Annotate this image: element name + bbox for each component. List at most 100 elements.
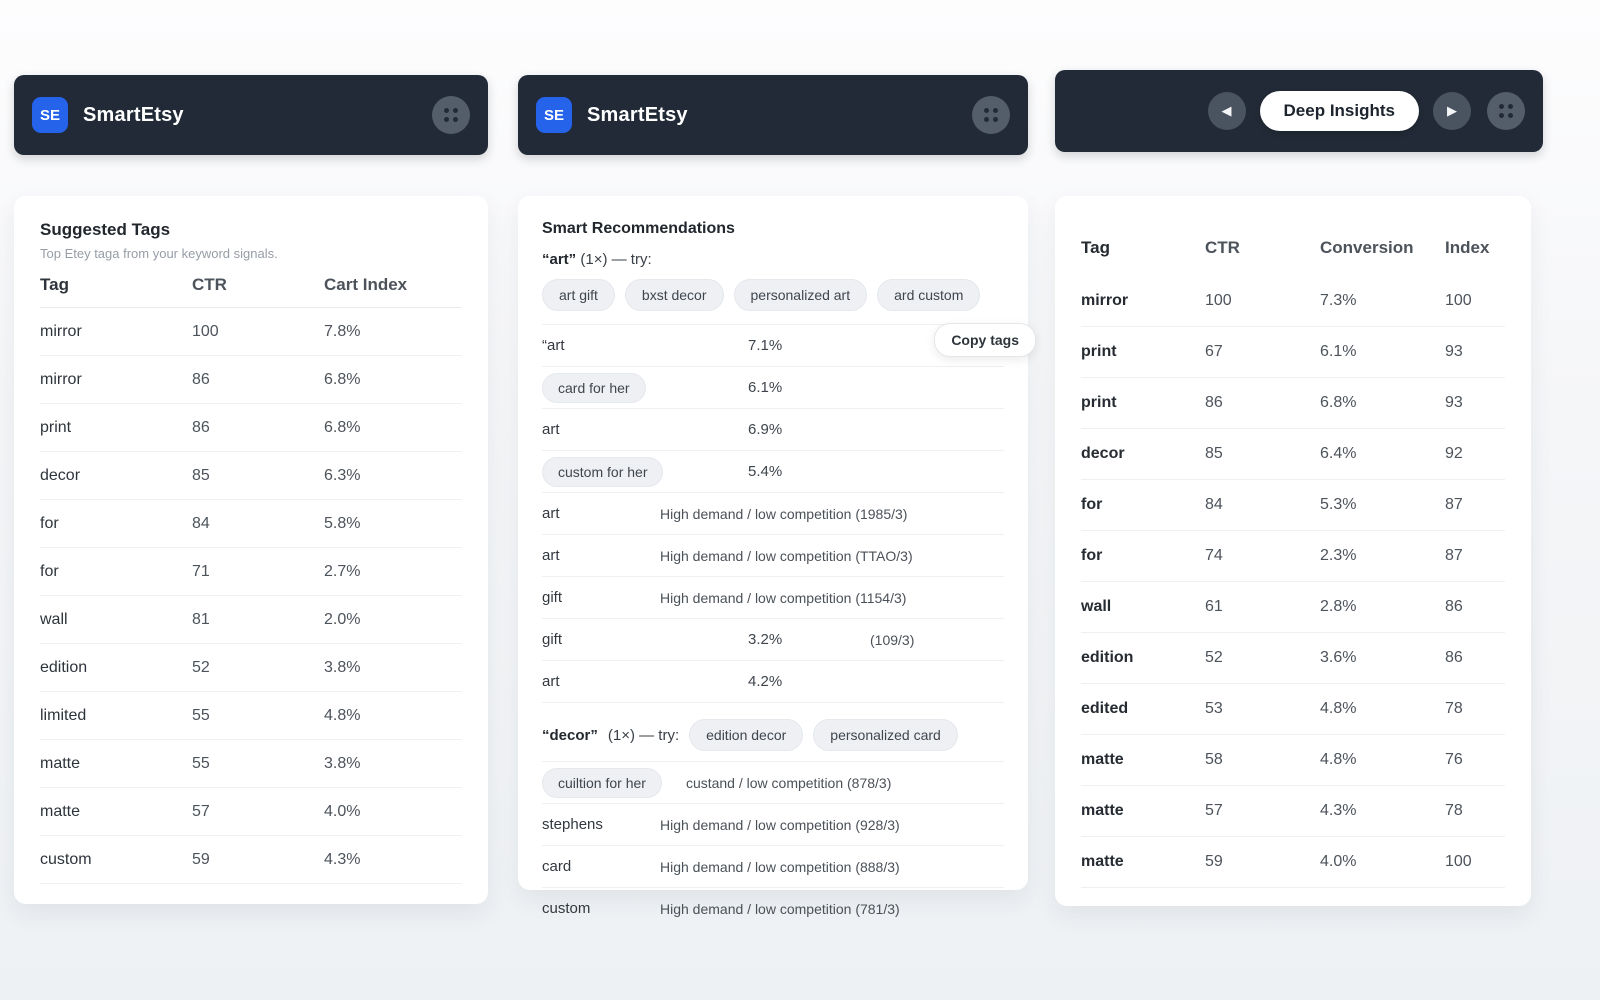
index-cell: 100 bbox=[1445, 292, 1472, 309]
brand-title: SmartEtsy bbox=[587, 103, 688, 126]
index-cell: 93 bbox=[1445, 394, 1463, 411]
recommendation-row: custom High demand / low competition (781… bbox=[542, 888, 1004, 930]
column-header-index: Index bbox=[1445, 238, 1490, 257]
index-cell: 87 bbox=[1445, 496, 1463, 513]
tag-cell: limited bbox=[40, 706, 87, 724]
metric-value: 3.2% bbox=[748, 631, 783, 648]
arrow-left-icon: ◀ bbox=[1221, 103, 1232, 118]
tag-chip[interactable]: card for her bbox=[542, 372, 646, 403]
ctr-cell: 67 bbox=[1205, 343, 1223, 360]
index-cell: 87 bbox=[1445, 547, 1463, 564]
keyword-meta: (1×) — try: bbox=[607, 726, 680, 744]
ctr-cell: 85 bbox=[192, 466, 210, 484]
tag-cell: matte bbox=[40, 802, 81, 820]
index-cell: 86 bbox=[1445, 649, 1463, 666]
conversion-cell: 2.8% bbox=[1320, 598, 1357, 615]
row-label: art bbox=[542, 547, 560, 564]
ctr-cell: 84 bbox=[1205, 496, 1223, 513]
smartetsy-logo: SE bbox=[536, 97, 572, 133]
tag-cell: for bbox=[40, 562, 59, 580]
ctr-cell: 57 bbox=[192, 802, 210, 820]
conversion-cell: 7.3% bbox=[1320, 292, 1357, 309]
table-row: mirror 100 7.8% bbox=[40, 308, 462, 356]
tag-chip[interactable]: custom for her bbox=[542, 456, 664, 487]
panel-subtitle: Top Etey taga from your keyword signals. bbox=[40, 246, 278, 261]
tag-chip[interactable]: art gift bbox=[542, 279, 615, 311]
index-cell: 86 bbox=[1445, 598, 1463, 615]
tag-chip[interactable]: personalized card bbox=[813, 719, 958, 751]
column-header-tag: Tag bbox=[40, 275, 69, 294]
grid-menu-button[interactable] bbox=[972, 96, 1010, 134]
tag-cell: edition bbox=[1081, 649, 1134, 666]
note-text: High demand / low competition (781/3) bbox=[660, 900, 900, 917]
tag-cell: edition bbox=[40, 658, 88, 676]
ctr-cell: 85 bbox=[1205, 445, 1223, 462]
note-text: custand / low competition (878/3) bbox=[685, 774, 892, 791]
panel-title: Suggested Tags bbox=[40, 220, 171, 239]
conversion-cell: 6.8% bbox=[1320, 394, 1357, 411]
ctr-cell: 71 bbox=[192, 562, 210, 580]
panel-title: Smart Recommendations bbox=[542, 220, 735, 237]
column-header-ctr: CTR bbox=[192, 275, 227, 294]
cart-index-cell: 4.8% bbox=[324, 706, 361, 724]
tag-cell: decor bbox=[1081, 445, 1125, 462]
tag-cell: custom bbox=[40, 850, 92, 868]
grid-icon bbox=[984, 108, 998, 122]
grid-menu-button[interactable] bbox=[1487, 92, 1525, 130]
tag-chip[interactable]: bxst decor bbox=[624, 279, 724, 311]
ctr-cell: 100 bbox=[1205, 292, 1232, 309]
index-cell: 78 bbox=[1445, 802, 1463, 819]
recommendation-row: custom for her 5.4% bbox=[542, 451, 1004, 493]
prev-page-button[interactable]: ◀ bbox=[1207, 92, 1246, 130]
tag-chip[interactable]: edition decor bbox=[689, 719, 804, 751]
suggestion-chips-art: art gift bxst decor personalized art ard cu… bbox=[542, 279, 1004, 311]
cart-index-cell: 3.8% bbox=[324, 658, 361, 676]
smartetsy-header-left: SE SmartEtsy bbox=[14, 75, 488, 155]
table-row: for 84 5.3% 87 bbox=[1081, 480, 1505, 531]
suggestion-chips-decor: edition decor personalized card bbox=[689, 719, 958, 751]
tag-cell: for bbox=[1081, 496, 1103, 513]
table-row: print 67 6.1% 93 bbox=[1081, 327, 1505, 378]
recommendation-row: card High demand / low competition (888/3… bbox=[542, 846, 1004, 888]
tag-chip[interactable]: ard custom bbox=[877, 279, 981, 311]
grid-menu-button[interactable] bbox=[432, 96, 470, 134]
tag-cell: matte bbox=[1081, 802, 1124, 819]
ctr-cell: 52 bbox=[1205, 649, 1223, 666]
table-row: matte 58 4.8% 76 bbox=[1081, 735, 1505, 786]
ctr-cell: 52 bbox=[192, 658, 210, 676]
metric-value: 5.4% bbox=[748, 463, 783, 480]
table-row: for 71 2.7% bbox=[40, 548, 462, 596]
tag-cell: print bbox=[40, 418, 72, 436]
ctr-cell: 59 bbox=[1205, 853, 1223, 870]
metric-value: 7.1% bbox=[748, 337, 783, 354]
ctr-cell: 86 bbox=[192, 418, 210, 436]
tag-chip[interactable]: personalized art bbox=[733, 279, 868, 311]
ctr-cell: 55 bbox=[192, 754, 210, 772]
next-page-button[interactable]: ▶ bbox=[1433, 92, 1471, 130]
row-label: art bbox=[542, 505, 560, 522]
tag-chip[interactable]: cuiltion for her bbox=[542, 767, 662, 798]
copy-tags-button[interactable]: Copy tags bbox=[934, 323, 1036, 357]
row-label: “art bbox=[542, 337, 565, 354]
cart-index-cell: 4.0% bbox=[324, 802, 361, 820]
row-label: art bbox=[542, 421, 560, 438]
metric-value: 6.9% bbox=[748, 421, 783, 438]
table-header: Tag CTR Conversion Index bbox=[1081, 226, 1505, 276]
deep-insights-table: mirror 100 7.3% 100 print 67 6.1% 93 print 86 6.8%… bbox=[1081, 276, 1505, 888]
row-label: gift bbox=[542, 589, 563, 606]
conversion-cell: 2.3% bbox=[1320, 547, 1357, 564]
ctr-cell: 59 bbox=[192, 850, 210, 868]
table-row: matte 59 4.0% 100 bbox=[1081, 837, 1505, 888]
tag-cell: edited bbox=[1081, 700, 1129, 717]
row-label: custom bbox=[542, 900, 591, 917]
recommendation-row: card for her 6.1% bbox=[542, 367, 1004, 409]
ctr-cell: 74 bbox=[1205, 547, 1223, 564]
tag-cell: matte bbox=[1081, 853, 1124, 870]
index-cell: 100 bbox=[1445, 853, 1472, 870]
keyword-section-art: “art” (1×) — try: bbox=[542, 251, 1004, 268]
row-label: card bbox=[542, 858, 572, 875]
table-row: edition 52 3.6% 86 bbox=[1081, 633, 1505, 684]
deep-insights-pill[interactable]: Deep Insights bbox=[1259, 91, 1419, 131]
ctr-cell: 55 bbox=[192, 706, 210, 724]
smartetsy-header-middle: SE SmartEtsy bbox=[518, 75, 1028, 155]
